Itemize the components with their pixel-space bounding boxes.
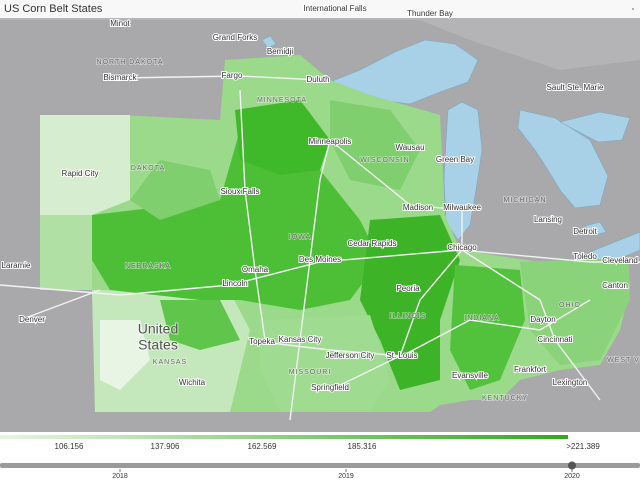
timeline-track[interactable] [0,463,640,468]
city-label: Sioux Falls [220,187,259,196]
state-label: DAKOTA [131,165,165,172]
title-bar [0,0,640,18]
roads [0,75,640,421]
city-label: Madison [403,203,433,212]
city-label: Peoria [396,284,420,293]
state-label: MICHIGAN [504,197,547,204]
legend-label: 162.569 [248,442,277,451]
city-label: Bismarck [104,73,138,82]
city-label: Denver [19,315,45,324]
city-label: Laramie [2,261,31,270]
city-label: Fargo [222,71,243,80]
city-label: Des Moines [299,255,341,264]
city-label: Springfield [311,383,349,392]
city-label: Lincoln [222,279,247,288]
city-label: Rapid City [62,169,99,178]
city-label: States [138,337,178,353]
city-label: Wichita [179,378,206,387]
timeline: 2018 2019 2020 [112,469,580,480]
state-label: MINNESOTA [257,97,307,104]
city-label: Chicago [447,243,477,252]
city-label: Thunder Bay [407,9,453,18]
state-label: KANSAS [153,359,187,366]
yield-choropleth [40,55,630,412]
state-label: WEST VIRGINIA [607,357,640,364]
city-label: Lexington [553,378,588,387]
state-label: IOWA [289,234,311,241]
city-label: Cincinnati [537,335,572,344]
menu-dot[interactable] [632,8,634,10]
city-label: St. Louis [386,351,417,360]
map-labels: Minot NORTH DAKOTA Bismarck Grand Forks Bemi… [1,3,640,402]
city-label: Milwaukee [443,203,481,212]
city-label: Dayton [530,315,555,324]
city-label: Topeka [249,337,275,346]
legend-gradient [0,435,568,439]
legend-label: 185.316 [348,442,377,451]
city-label: Green Bay [436,155,474,164]
city-label: Minneapolis [309,137,352,146]
timeline-label: 2018 [112,473,128,480]
city-label: Evansville [452,371,489,380]
city-label: Cedar Rapids [348,239,397,248]
city-label: Minot [110,19,130,28]
city-label: Bemidji [267,47,293,56]
legend-label: >221.389 [566,442,600,451]
city-label: Frankfort [514,365,547,374]
legend-label: 106.156 [55,442,84,451]
legend: 106.156 137.906 162.569 185.316 >221.389 [55,442,601,451]
state-label: KENTUCKY [482,395,528,402]
city-label: Lansing [534,215,562,224]
timeline-handle[interactable] [568,461,576,470]
legend-panel [0,432,640,480]
state-label: ILLINOIS [390,313,427,320]
city-label: Toledo [573,252,597,261]
state-label: NORTH DAKOTA [97,59,164,66]
timeline-label: 2019 [338,473,354,480]
city-label: Wausau [395,143,424,152]
city-label: Detroit [573,227,597,236]
city-label: Cleveland [602,256,638,265]
state-label: INDIANA [464,315,499,322]
legend-label: 137.906 [151,442,180,451]
state-label: OHIO [559,302,581,309]
city-label: Sault Ste. Marie [547,83,604,92]
city-label: Duluth [306,75,329,84]
city-label: Omaha [242,265,269,274]
city-label: Grand Forks [213,33,257,42]
city-label: United [138,321,178,337]
timeline-label: 2020 [564,473,580,480]
state-label: WISCONSIN [360,157,409,164]
city-label: Kansas City [279,335,322,344]
state-label: NEBRASKA [125,263,171,270]
title: US Corn Belt States [4,3,103,15]
city-label: Canton [602,281,628,290]
city-label: International Falls [303,4,366,13]
state-label: MISSOURI [289,369,332,376]
city-label: Jefferson City [326,351,375,360]
